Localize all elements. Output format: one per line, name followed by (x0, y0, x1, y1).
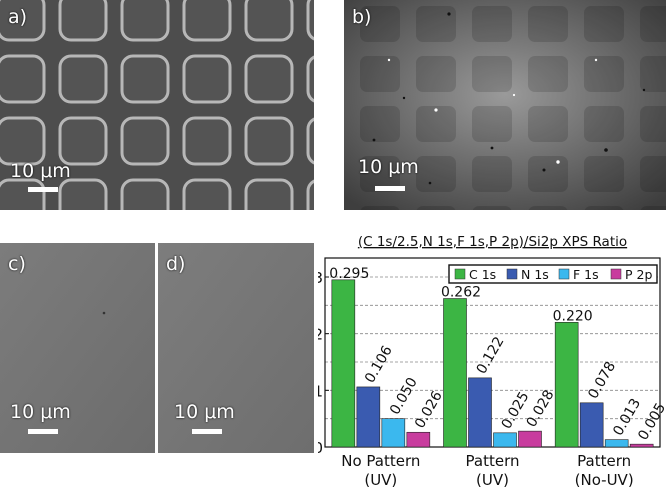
legend-entry: F 1s (573, 267, 599, 282)
panel-label-d: d) (166, 253, 186, 275)
bar (443, 298, 467, 448)
x-tick-label: (UV) (476, 471, 509, 489)
bar-value-label: 0.050 (387, 375, 421, 418)
bar (468, 377, 492, 448)
bar-value-label: 0.106 (362, 343, 396, 386)
legend-entry: P 2p (625, 267, 652, 282)
bar (493, 432, 517, 448)
x-tick-label: (No-UV) (575, 471, 634, 489)
bar-value-label: 0.028 (524, 387, 558, 430)
x-tick-label: Pattern (577, 452, 631, 470)
sem-image-a (0, 0, 314, 210)
sem-panel-b: b) 10 μm (344, 0, 666, 210)
legend-box (448, 264, 658, 284)
scale-bar-d (192, 429, 222, 434)
bar (554, 322, 579, 448)
x-tick-label: No Pattern (341, 452, 420, 470)
legend-entry: N 1s (521, 267, 549, 282)
sem-image-b (344, 0, 666, 210)
plot-frame (324, 257, 661, 448)
x-tick-label: (UV) (364, 471, 397, 489)
scale-label-c: 10 μm (10, 401, 71, 423)
y-tick-label: 0 (318, 439, 323, 457)
panel-label-c: c) (8, 253, 26, 275)
legend-swatch (610, 268, 622, 280)
y-tick-label: 0.2 (318, 326, 323, 344)
chart-title: (C 1s/2.5,N 1s,F 1s,P 2p)/Si2p XPS Ratio (358, 234, 627, 250)
bar-value-label: 0.295 (329, 266, 369, 282)
bar (406, 431, 431, 448)
bar-value-label: 0.026 (412, 388, 446, 431)
scale-label-b: 10 μm (358, 156, 419, 178)
bar (331, 279, 356, 448)
sem-panel-d: d) 10 μm (158, 243, 314, 453)
legend-swatch (558, 268, 570, 280)
bar (381, 418, 406, 448)
sem-panel-a: a) 10 μm (0, 0, 314, 210)
bar (604, 439, 629, 448)
bar-value-label: 0.078 (585, 359, 619, 402)
bar-value-label: 0.122 (474, 334, 508, 377)
bar-value-label: 0.262 (441, 285, 481, 301)
xps-ratio-bar-chart: (C 1s/2.5,N 1s,F 1s,P 2p)/Si2p XPS Ratio… (318, 234, 664, 489)
bar (356, 386, 381, 448)
y-tick-label: 0.1 (318, 382, 323, 400)
bar-value-label: 0.220 (553, 308, 593, 324)
x-tick-label: Pattern (466, 452, 520, 470)
sem-image-c (0, 243, 155, 453)
scale-bar-b (375, 186, 405, 191)
legend-swatch (454, 268, 466, 280)
sem-panel-c: c) 10 μm (0, 243, 155, 453)
panel-label-a: a) (8, 6, 28, 28)
y-tick-label: 0.3 (318, 269, 323, 287)
panel-label-b: b) (352, 6, 372, 28)
scale-label-a: 10 μm (10, 160, 71, 182)
legend-entry: C 1s (469, 267, 496, 282)
scale-bar-c (28, 429, 58, 434)
bar (579, 402, 604, 448)
sem-image-d (158, 243, 314, 453)
scale-label-d: 10 μm (174, 401, 235, 423)
bar (518, 430, 542, 448)
legend-swatch (506, 268, 518, 280)
scale-bar-a (28, 187, 58, 192)
bar (629, 443, 654, 448)
